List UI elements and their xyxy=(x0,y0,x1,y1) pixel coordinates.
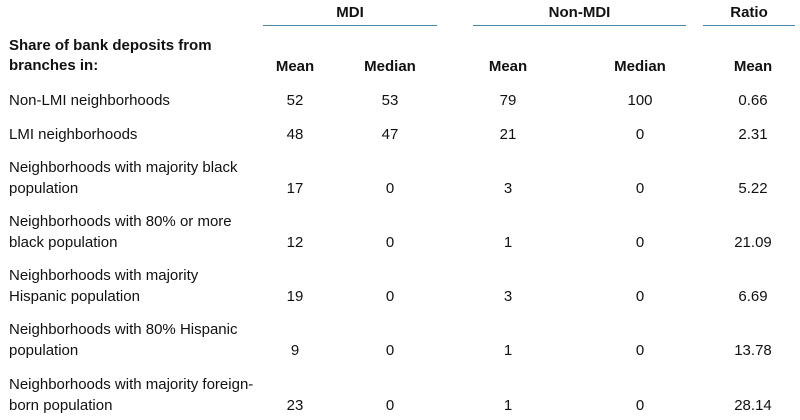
table-cell: 21 xyxy=(499,126,517,143)
table-cell: 21.09 xyxy=(734,234,772,251)
table-row: Neighborhoods with majority foreign-born… xyxy=(0,374,800,416)
row-label: Neighborhoods with 80% or more black pop… xyxy=(9,213,232,251)
column-header-mdi-median: Median xyxy=(364,58,416,75)
row-label: LMI neighborhoods xyxy=(9,126,138,143)
table-row: Neighborhoods with 80% Hispanic populati… xyxy=(0,319,800,361)
table-cell: 1 xyxy=(503,342,513,359)
table-cell: 28.14 xyxy=(734,397,772,414)
table-cell: 12 xyxy=(286,234,304,251)
table-cell: 52 xyxy=(286,92,304,109)
row-label: Neighborhoods with majority Hispanic pop… xyxy=(9,267,199,305)
table-cell: 17 xyxy=(286,180,304,197)
table-cell: 0 xyxy=(385,342,395,359)
table-cell: 0 xyxy=(635,180,645,197)
table-cell: 100 xyxy=(627,92,653,109)
table-row: Neighborhoods with 80% or more black pop… xyxy=(0,211,800,253)
table-cell: 3 xyxy=(503,180,513,197)
table-cell: 0 xyxy=(635,397,645,414)
table-cell: 13.78 xyxy=(734,342,772,359)
table-cell: 79 xyxy=(499,92,517,109)
row-label: Non-LMI neighborhoods xyxy=(9,92,170,109)
column-header-non-mdi-mean: Mean xyxy=(488,58,528,75)
column-header-mdi-mean: Mean xyxy=(275,58,315,75)
table-cell: 0 xyxy=(635,234,645,251)
row-label: Neighborhoods with majority foreign-born… xyxy=(9,376,254,414)
group-header-ratio: Ratio xyxy=(730,4,768,21)
table-cell: 0 xyxy=(385,180,395,197)
group-underline-ratio xyxy=(703,25,795,26)
table-cell: 53 xyxy=(381,92,399,109)
table-cell: 5.22 xyxy=(738,180,768,197)
table-cell: 48 xyxy=(286,126,304,143)
table-row: Non-LMI neighborhoods 52 53 79 100 0.66 xyxy=(0,90,800,111)
table-cell: 0.66 xyxy=(738,92,768,109)
group-underline-non-mdi xyxy=(473,25,686,26)
table-row: Neighborhoods with majority Hispanic pop… xyxy=(0,265,800,307)
group-underline-mdi xyxy=(263,25,437,26)
group-header-non-mdi: Non-MDI xyxy=(548,4,611,21)
table-cell: 0 xyxy=(385,397,395,414)
table-cell: 1 xyxy=(503,397,513,414)
table-cell: 23 xyxy=(286,397,304,414)
table-row: Neighborhoods with majority black popula… xyxy=(0,157,800,199)
table-cell: 47 xyxy=(381,126,399,143)
table-cell: 9 xyxy=(290,342,300,359)
table-cell: 6.69 xyxy=(738,288,768,305)
table-row: LMI neighborhoods 48 47 21 0 2.31 xyxy=(0,124,800,145)
table-cell: 0 xyxy=(635,126,645,143)
table-cell: 2.31 xyxy=(738,126,768,143)
table-cell: 19 xyxy=(286,288,304,305)
row-label: Neighborhoods with majority black popula… xyxy=(9,159,238,197)
row-header-title: Share of bank deposits from branches in: xyxy=(9,37,212,74)
table-cell: 1 xyxy=(503,234,513,251)
table-cell: 0 xyxy=(635,288,645,305)
column-header-non-mdi-median: Median xyxy=(614,58,666,75)
table-cell: 3 xyxy=(503,288,513,305)
table-cell: 0 xyxy=(635,342,645,359)
row-label: Neighborhoods with 80% Hispanic populati… xyxy=(9,321,238,359)
group-header-mdi: MDI xyxy=(336,4,364,21)
table-cell: 0 xyxy=(385,234,395,251)
table-cell: 0 xyxy=(385,288,395,305)
column-header-ratio-mean: Mean xyxy=(733,58,773,75)
